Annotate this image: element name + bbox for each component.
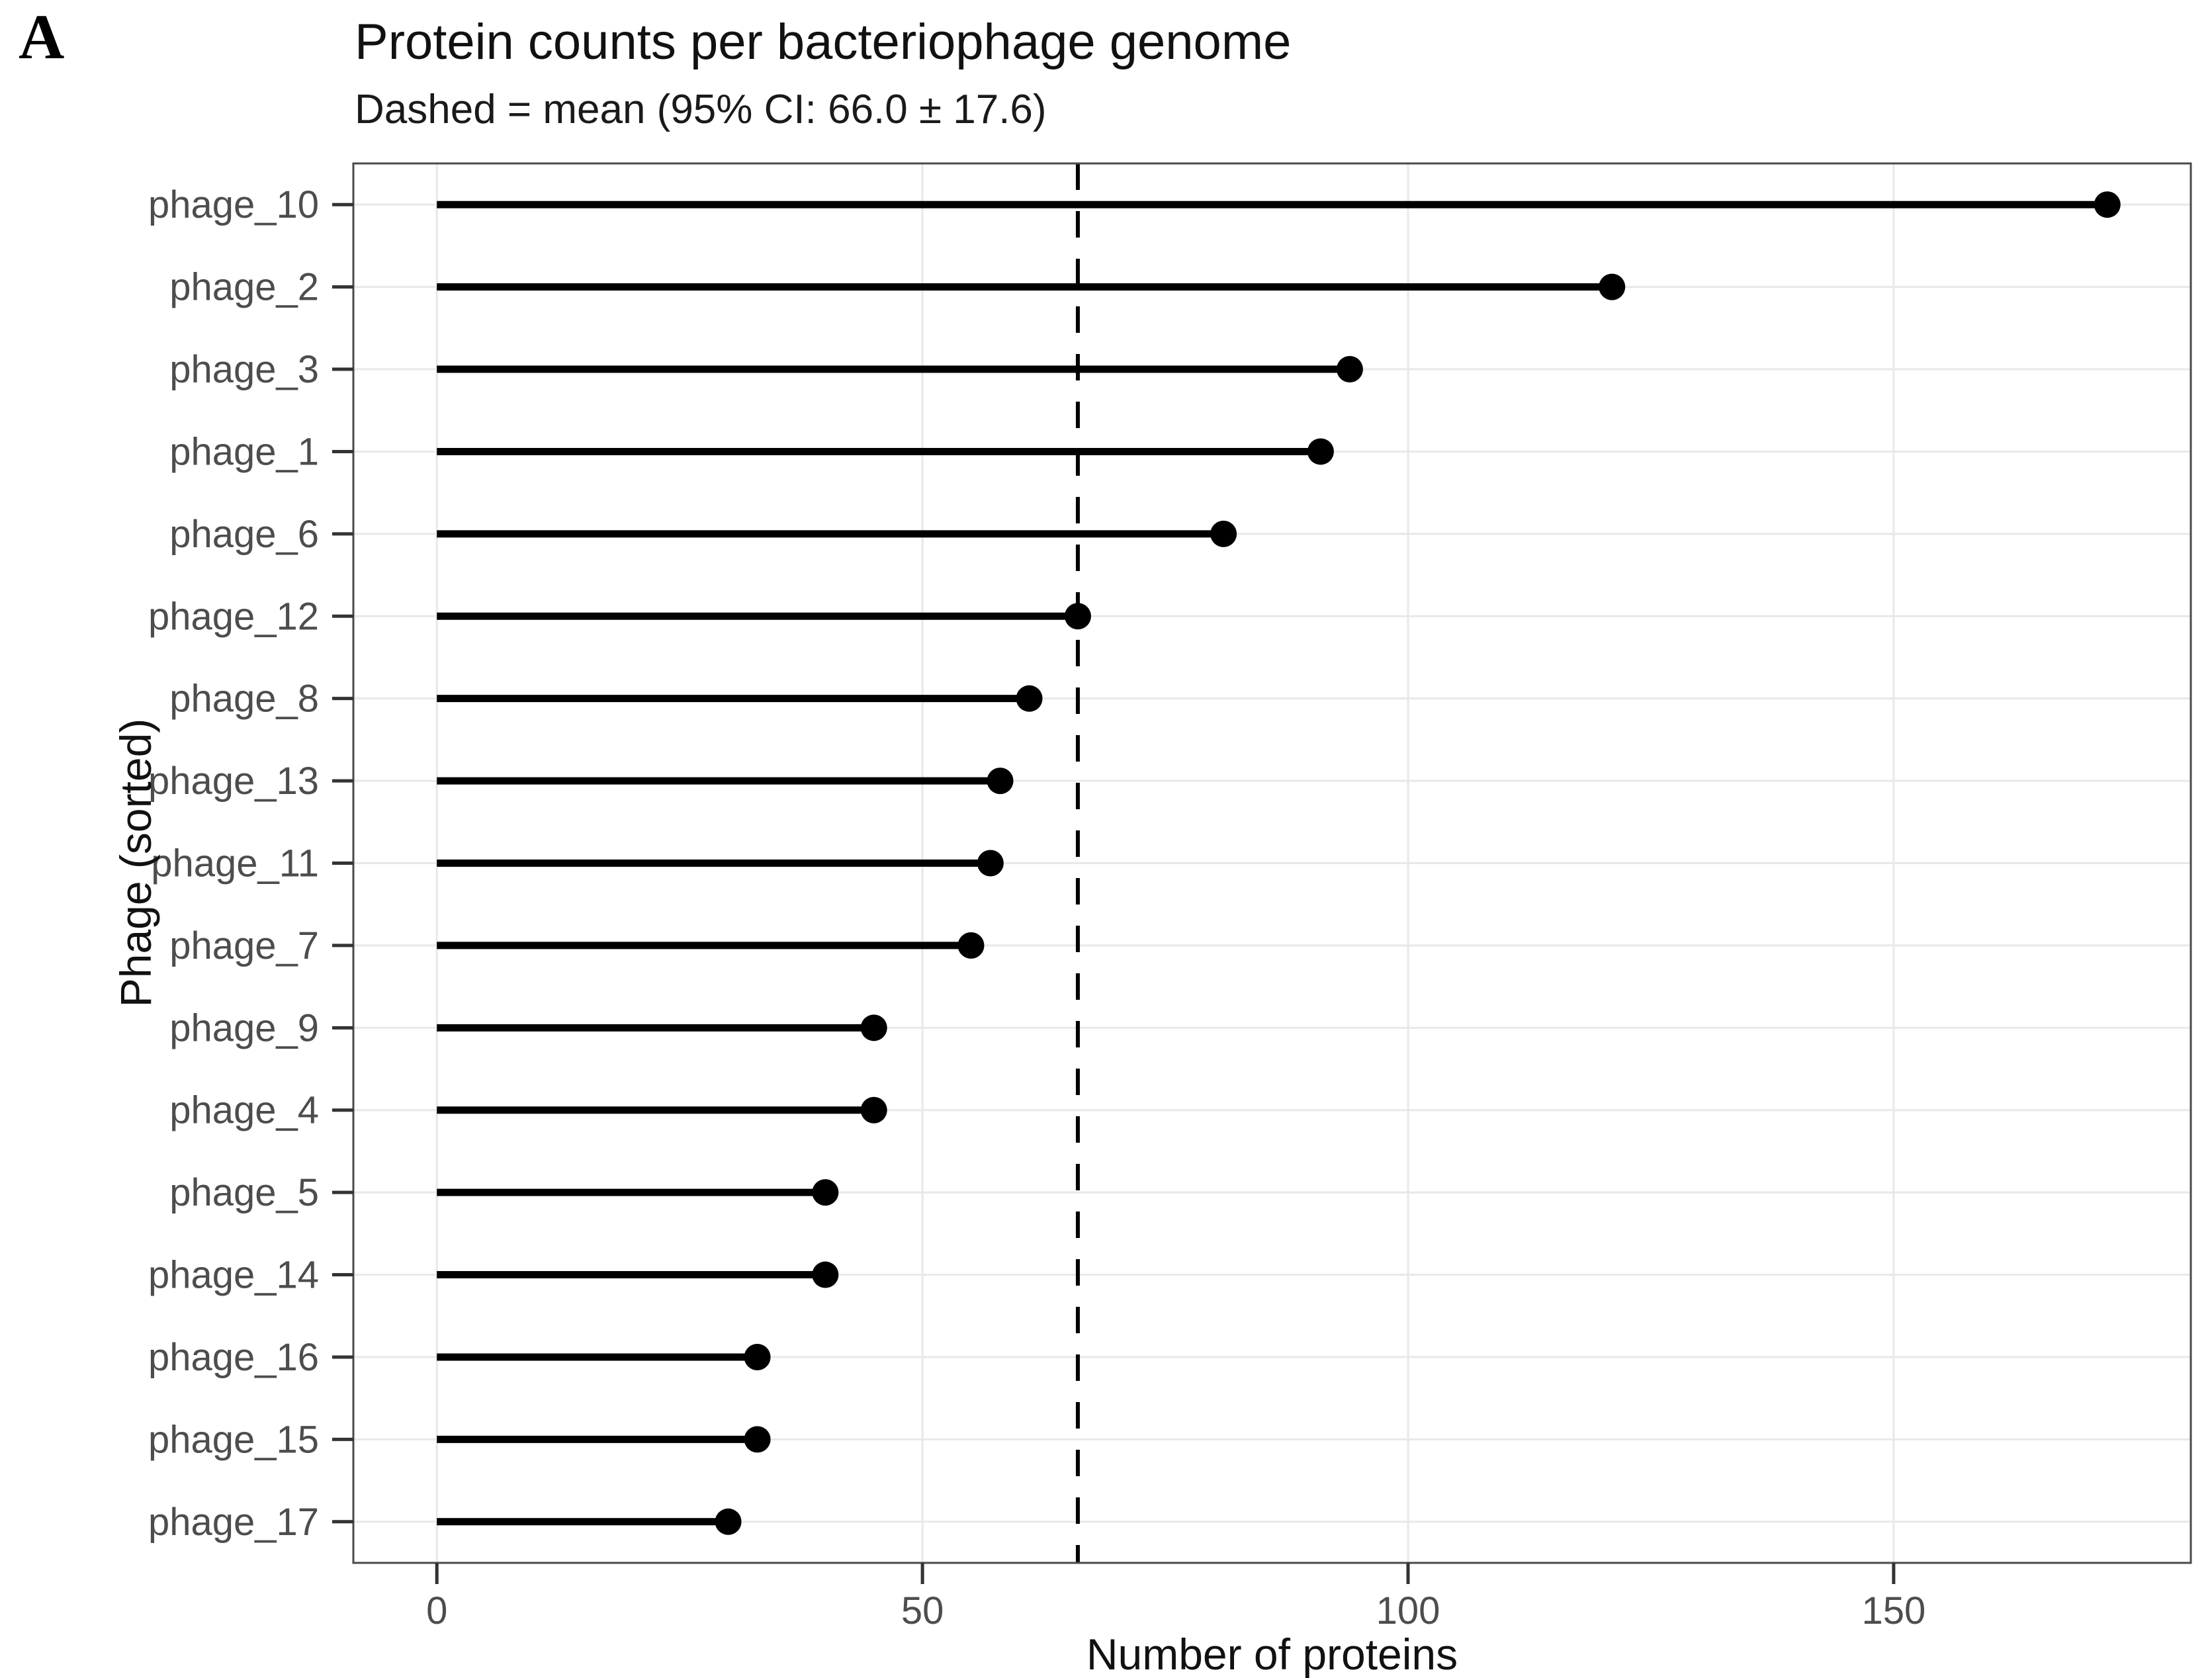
y-tick-label: phage_7 bbox=[169, 924, 319, 967]
lollipop-point bbox=[812, 1261, 839, 1288]
lollipop-point bbox=[715, 1508, 742, 1535]
chart-subtitle: Dashed = mean (95% CI: 66.0 ± 17.6) bbox=[355, 87, 1047, 132]
x-tick-label: 150 bbox=[1861, 1589, 1925, 1632]
y-tick-label: phage_2 bbox=[169, 266, 319, 309]
lollipop-point bbox=[1016, 685, 1043, 712]
lollipop-point bbox=[2094, 191, 2121, 218]
y-tick-label: phage_14 bbox=[148, 1254, 319, 1297]
lollipop-point bbox=[1599, 273, 1626, 300]
lollipop-point bbox=[812, 1179, 839, 1206]
x-tick-label: 0 bbox=[426, 1589, 447, 1632]
x-axis-title: Number of proteins bbox=[1086, 1630, 1458, 1678]
chart-title: Protein counts per bacteriophage genome bbox=[355, 14, 1292, 70]
lollipop-point bbox=[1064, 603, 1091, 630]
panel-tag: A bbox=[19, 1, 65, 72]
y-tick-label: phage_3 bbox=[169, 348, 319, 391]
y-tick-label: phage_8 bbox=[169, 678, 319, 721]
y-tick-label: phage_12 bbox=[148, 595, 319, 638]
y-tick-label: phage_16 bbox=[148, 1336, 319, 1379]
x-tick-label: 50 bbox=[901, 1589, 944, 1632]
y-tick-label: phage_17 bbox=[148, 1501, 319, 1544]
lollipop-point bbox=[1210, 520, 1237, 547]
x-tick-label: 100 bbox=[1376, 1589, 1440, 1632]
y-axis-title: Phage (sorted) bbox=[111, 718, 160, 1008]
y-tick-label: phage_13 bbox=[148, 760, 319, 803]
lollipop-point bbox=[977, 850, 1004, 877]
y-tick-label: phage_6 bbox=[169, 513, 319, 556]
lollipop-point bbox=[744, 1343, 771, 1370]
lollipop-point bbox=[987, 768, 1014, 795]
lollipop-point bbox=[860, 1014, 887, 1041]
y-tick-label: phage_1 bbox=[169, 430, 319, 473]
y-tick-label: phage_15 bbox=[148, 1418, 319, 1461]
lollipop-point bbox=[957, 932, 985, 959]
y-tick-label: phage_4 bbox=[169, 1089, 319, 1132]
lollipop-point bbox=[860, 1096, 887, 1124]
lollipop-point bbox=[744, 1426, 771, 1453]
lollipop-point bbox=[1336, 356, 1363, 383]
y-tick-label: phage_11 bbox=[151, 842, 319, 885]
y-tick-label: phage_10 bbox=[148, 183, 319, 226]
y-tick-label: phage_9 bbox=[169, 1006, 319, 1049]
lollipop-point bbox=[1307, 438, 1334, 465]
y-tick-label: phage_5 bbox=[169, 1171, 319, 1214]
